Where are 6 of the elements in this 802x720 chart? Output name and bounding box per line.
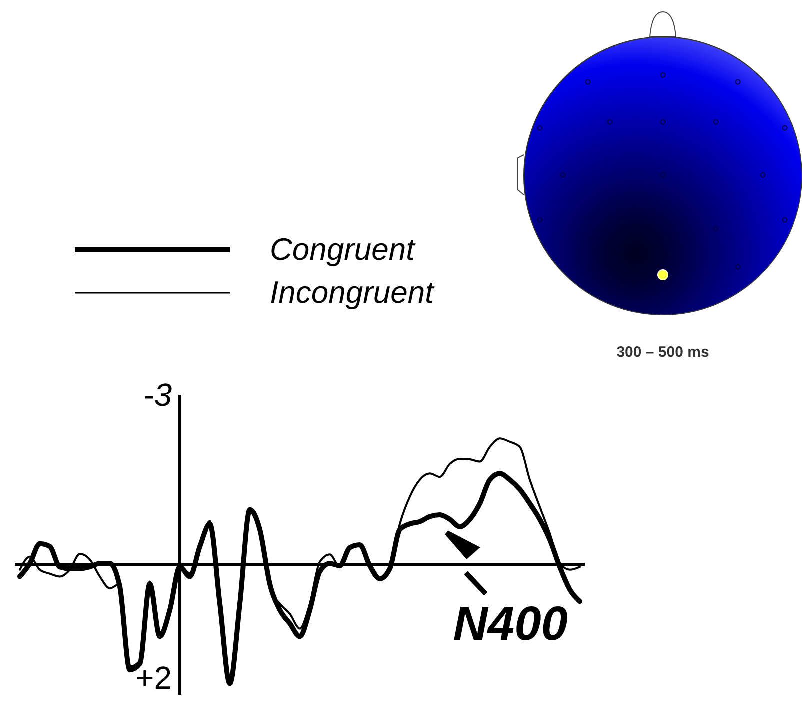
- legend-label: Incongruent: [270, 275, 436, 310]
- y-tick-label: +2: [136, 660, 172, 696]
- y-tick-label: -3: [144, 377, 172, 414]
- annotation: N400: [453, 598, 568, 651]
- text: 300 – 500 ms: [616, 344, 710, 361]
- legend-label: Congruent: [270, 232, 416, 267]
